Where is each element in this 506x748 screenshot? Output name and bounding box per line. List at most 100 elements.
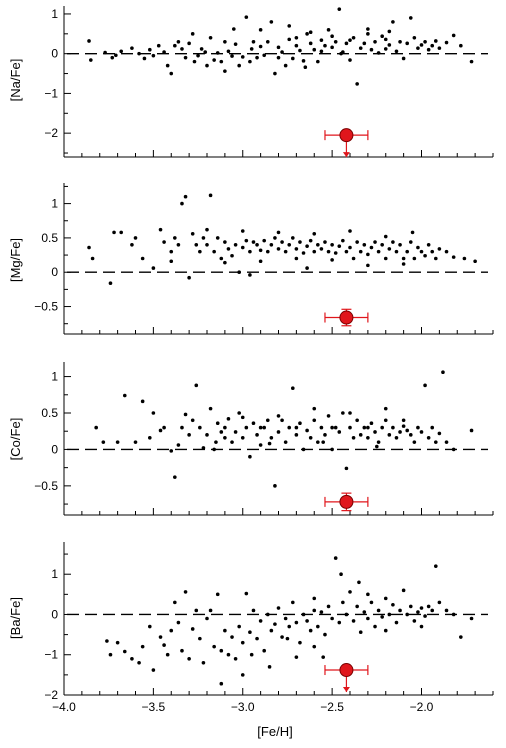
data-point (287, 24, 292, 28)
data-point (101, 440, 106, 444)
data-point (319, 247, 324, 251)
data-point (190, 32, 195, 36)
data-point (199, 47, 204, 51)
data-point (219, 59, 224, 64)
data-point (394, 249, 399, 254)
data-point (87, 245, 91, 250)
data-point (162, 643, 166, 647)
data-point (312, 644, 317, 649)
data-point (387, 29, 392, 34)
data-point (262, 648, 267, 653)
data-point (380, 425, 384, 430)
data-point (305, 266, 309, 270)
data-point (148, 47, 152, 52)
data-point (376, 51, 381, 55)
data-point (194, 383, 199, 388)
data-point (265, 418, 270, 423)
data-point (444, 40, 449, 45)
data-point (190, 231, 195, 236)
data-point (301, 447, 306, 452)
data-point (341, 411, 345, 415)
data-point (205, 433, 209, 437)
data-point (398, 39, 402, 44)
data-point (283, 440, 288, 444)
data-point (362, 41, 367, 46)
data-point (162, 425, 166, 430)
data-point (383, 256, 388, 261)
data-point (305, 32, 309, 36)
x-tick-label: −2.0 (410, 700, 434, 714)
data-point (223, 39, 227, 44)
data-point (330, 425, 334, 430)
data-point (437, 247, 442, 251)
data-point (373, 240, 377, 244)
data-point (419, 249, 424, 254)
data-point (173, 43, 177, 48)
star-marker (339, 128, 354, 143)
data-point (369, 47, 374, 52)
data-point (273, 236, 277, 240)
data-point (112, 230, 116, 235)
data-point (248, 249, 252, 254)
data-point (305, 619, 309, 623)
data-point (291, 600, 295, 605)
data-point (223, 628, 227, 633)
data-point (408, 433, 413, 437)
data-point (122, 393, 127, 398)
data-point (233, 42, 238, 46)
data-point (366, 616, 370, 621)
y-axis-label-co: [Co/Fe] (8, 418, 23, 461)
data-point (412, 619, 417, 623)
data-point (119, 49, 123, 54)
data-point (380, 615, 384, 619)
data-point (391, 20, 395, 24)
panel-mg-fe: 1 0.5 0 −0.5 (34, 183, 494, 335)
data-point (249, 47, 254, 51)
data-point (255, 433, 259, 437)
data-point (419, 606, 424, 610)
data-point (312, 596, 317, 601)
data-point (226, 49, 231, 54)
data-point (405, 612, 410, 617)
data-point (416, 245, 420, 250)
data-point (219, 256, 224, 261)
data-point (358, 433, 363, 437)
data-point (251, 39, 256, 44)
data-point (212, 644, 216, 649)
data-point (394, 435, 399, 440)
data-point (183, 412, 188, 417)
data-point (240, 55, 245, 59)
panel-ba-fe: 1 0 −1 −2−4.0 −3.5 −3.0 −2.5 −2.0 (44, 542, 494, 714)
data-point (283, 616, 288, 621)
data-point (180, 648, 184, 653)
data-point (373, 430, 377, 434)
data-point (412, 256, 417, 261)
data-point (162, 50, 166, 54)
data-point (348, 425, 352, 430)
data-point (276, 45, 281, 50)
data-point (151, 668, 156, 672)
data-point (308, 30, 313, 35)
data-point (148, 435, 152, 440)
data-point (258, 259, 263, 264)
data-point (305, 244, 309, 248)
data-point (198, 636, 202, 641)
data-point (187, 275, 191, 280)
data-point (437, 600, 442, 605)
data-point (198, 249, 202, 254)
data-point (255, 636, 259, 641)
data-point (459, 635, 463, 639)
data-point (205, 242, 209, 247)
data-point (366, 32, 370, 36)
data-point (176, 443, 181, 447)
data-point (308, 435, 313, 440)
data-point (205, 616, 209, 621)
data-point (294, 620, 299, 625)
data-point (312, 406, 317, 411)
data-point (391, 240, 395, 244)
data-point (265, 39, 270, 44)
data-point (459, 43, 463, 48)
data-point (151, 266, 156, 270)
data-point (273, 484, 277, 488)
data-point (148, 624, 152, 629)
